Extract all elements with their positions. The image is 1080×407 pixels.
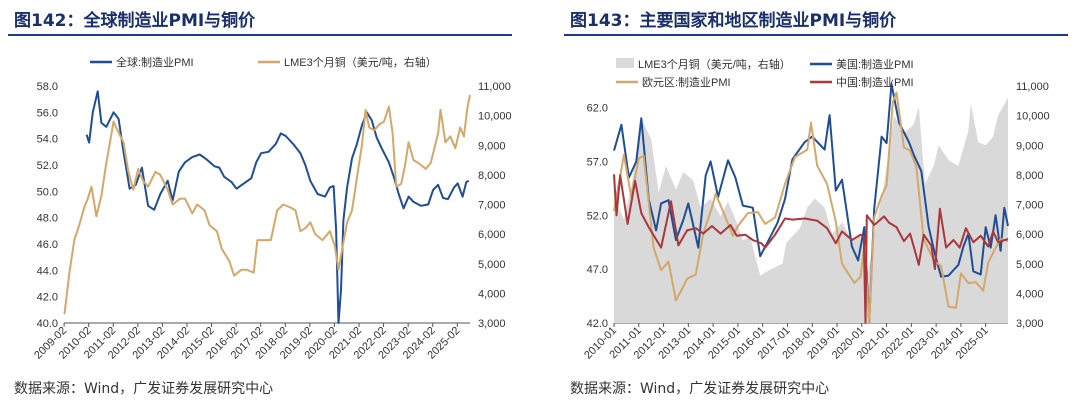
legend-label: LME3个月铜（美元/吨，右轴） — [638, 57, 791, 71]
legend-label: 全球:制造业PMI — [116, 55, 194, 69]
series-line-1 — [85, 90, 470, 324]
series-line-1 — [613, 83, 1009, 324]
left-axis-tick-label: 40.0 — [37, 318, 58, 330]
right-axis-tick-label: 8,000 — [478, 170, 506, 182]
right-axis-tick-label: 4,000 — [478, 288, 506, 300]
right-axis-tick-label: 3,000 — [1016, 318, 1044, 330]
right-axis-tick-label: 7,000 — [478, 200, 506, 212]
right-axis-tick-label: 10,000 — [478, 111, 512, 123]
left-axis-tick-label: 47.0 — [587, 264, 608, 276]
series-line-2 — [613, 91, 1009, 324]
series-line-3 — [613, 174, 1009, 324]
left-axis-tick-label: 42.0 — [587, 318, 608, 330]
chart-panel-global-pmi: 图142：全球制造业PMI与铜价 58.0 56.0 54.0 52.0 50.0 48.… — [0, 0, 520, 407]
left-axis-tick-label: 56.0 — [37, 107, 58, 119]
left-axis-tick-label: 46.0 — [37, 239, 58, 251]
right-axis-tick-label: 11,000 — [1016, 81, 1049, 93]
title-rule — [564, 34, 1068, 36]
chart-regional-pmi-copper: 62.0 57.0 52.0 47.0 42.0 11,000 10,000 9,000 8,0… — [582, 57, 1050, 362]
chart-source: 数据来源：Wind，广发证券发展研究中心 — [570, 381, 830, 397]
series-line-2 — [63, 94, 471, 315]
right-axis-tick-label: 3,000 — [478, 318, 506, 330]
title-rule — [8, 34, 512, 36]
right-axis-tick-label: 10,000 — [1016, 111, 1050, 123]
right-axis-tick-label: 5,000 — [1016, 259, 1044, 271]
chart-global-pmi-copper: 58.0 56.0 54.0 52.0 50.0 48.0 46.0 44.0 42.0 40.0… — [32, 55, 512, 362]
chart-title: 图143：主要国家和地区制造业PMI与铜价 — [570, 11, 897, 31]
left-axis-tick-label: 50.0 — [37, 186, 58, 198]
legend-label: LME3个月铜（美元/吨，右轴） — [284, 55, 437, 69]
left-axis-tick-label: 48.0 — [37, 213, 58, 225]
right-axis-tick-label: 7,000 — [1016, 200, 1044, 212]
left-axis-tick-label: 52.0 — [37, 160, 58, 172]
right-axis-tick-label: 5,000 — [478, 259, 506, 271]
left-axis-tick-label: 62.0 — [587, 103, 608, 115]
right-axis-tick-label: 8,000 — [1016, 170, 1044, 182]
right-axis-tick-label: 6,000 — [478, 229, 506, 241]
left-axis-tick-label: 42.0 — [37, 292, 58, 304]
right-axis-tick-label: 4,000 — [1016, 288, 1044, 300]
right-axis-tick-label: 9,000 — [478, 140, 506, 152]
chart-panel-regional-pmi: 图143：主要国家和地区制造业PMI与铜价 62.0 57.0 52.0 47.0 42… — [556, 0, 1076, 407]
legend-label: 中国:制造业PMI — [836, 75, 914, 89]
right-axis-tick-label: 11,000 — [478, 81, 511, 93]
left-axis-tick-label: 44.0 — [37, 265, 58, 277]
right-axis-tick-label: 9,000 — [1016, 140, 1044, 152]
legend-label: 欧元区:制造业PMI — [642, 75, 731, 89]
chart-title: 图142：全球制造业PMI与铜价 — [14, 11, 256, 31]
series-area-copper — [614, 97, 1008, 324]
left-axis-tick-label: 57.0 — [587, 156, 608, 168]
legend-swatch — [616, 58, 634, 68]
right-axis-tick-label: 6,000 — [1016, 229, 1044, 241]
legend-label: 美国:制造业PMI — [836, 57, 914, 71]
left-axis-tick-label: 58.0 — [37, 81, 58, 93]
left-axis-tick-label: 54.0 — [37, 134, 58, 146]
left-axis-tick-label: 52.0 — [587, 210, 608, 222]
chart-source: 数据来源：Wind，广发证券发展研究中心 — [14, 381, 274, 397]
